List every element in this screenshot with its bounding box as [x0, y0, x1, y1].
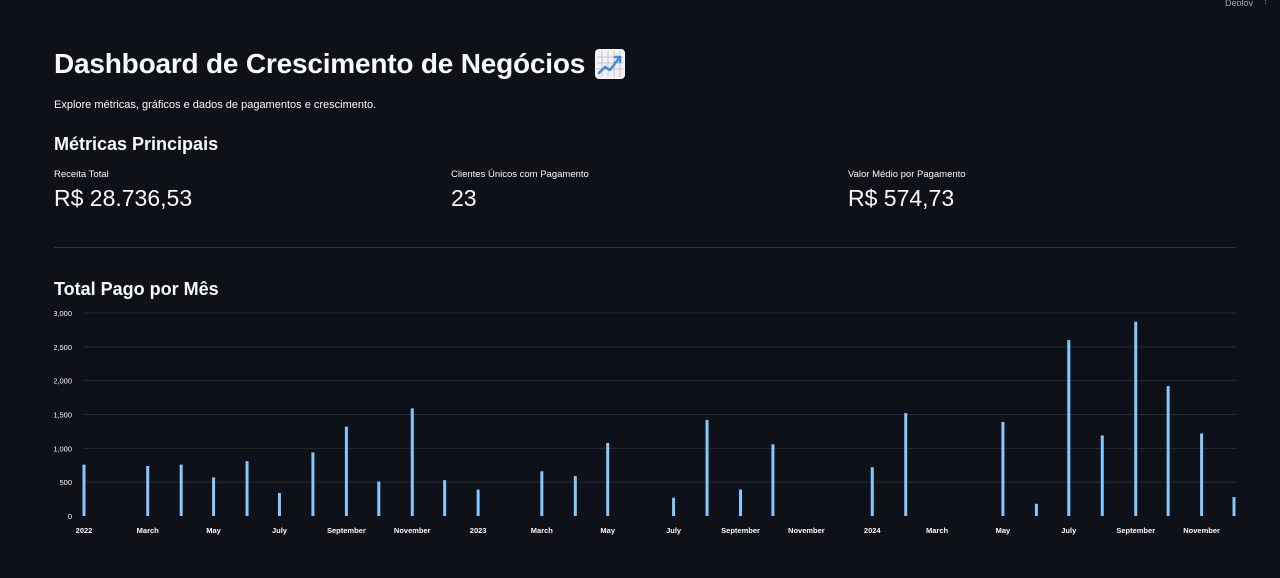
- y-tick-label: 3,000: [54, 309, 72, 318]
- gridlines: [84, 312, 1236, 483]
- bar[interactable]: [1200, 433, 1204, 516]
- bar[interactable]: [1134, 321, 1138, 516]
- metric-total-revenue: Receita Total R$ 28.736,53: [54, 169, 434, 212]
- bar[interactable]: [672, 497, 676, 516]
- bar[interactable]: [705, 419, 709, 516]
- section-divider: [54, 247, 1236, 248]
- bar[interactable]: [904, 413, 908, 516]
- x-tick-label: September: [327, 526, 366, 535]
- x-tick-label: July: [272, 526, 288, 535]
- main-menu-icon[interactable]: ⋮: [1261, 0, 1270, 6]
- bar[interactable]: [1100, 435, 1104, 516]
- x-tick-label: March: [137, 526, 160, 535]
- bar[interactable]: [344, 426, 348, 516]
- metric-value: R$ 574,73: [848, 185, 955, 211]
- y-tick-label: 2,000: [54, 377, 72, 386]
- bar[interactable]: [1001, 421, 1005, 516]
- y-axis-ticks: 0 500 1,000 1,500 2,000 2,500 3,000: [53, 309, 72, 521]
- y-tick-label: 500: [59, 478, 72, 487]
- x-tick-label: November: [1183, 526, 1220, 535]
- metric-label: Receita Total: [54, 169, 109, 180]
- bar[interactable]: [277, 492, 281, 516]
- bar[interactable]: [82, 464, 86, 516]
- page-title: Dashboard de Crescimento de Negócios: [54, 48, 626, 80]
- x-tick-label: July: [666, 526, 682, 535]
- x-axis-ticks: 2022 March May July September November 2023 Mar…: [76, 526, 1220, 535]
- deploy-button[interactable]: Deploy: [1224, 0, 1253, 6]
- bar[interactable]: [1067, 340, 1071, 516]
- bar[interactable]: [771, 444, 775, 516]
- bar[interactable]: [311, 452, 315, 516]
- x-tick-label: September: [1116, 526, 1155, 535]
- x-tick-label: September: [721, 526, 760, 535]
- page-title-text: Dashboard de Crescimento de Negócios: [54, 48, 586, 79]
- bar[interactable]: [212, 477, 216, 516]
- bar[interactable]: [410, 408, 414, 516]
- x-tick-label: November: [394, 526, 431, 535]
- bar[interactable]: [870, 467, 874, 516]
- bar[interactable]: [476, 489, 480, 516]
- x-tick-label: July: [1061, 526, 1077, 535]
- x-tick-label: March: [926, 526, 949, 535]
- bar[interactable]: [540, 471, 544, 516]
- toolbar: Deploy ⋮: [1225, 0, 1270, 6]
- x-tick-label: May: [996, 526, 1011, 535]
- bar[interactable]: [146, 465, 150, 516]
- x-tick-label: May: [206, 526, 221, 535]
- bar[interactable]: [179, 464, 183, 516]
- x-tick-label: 2022: [76, 526, 93, 535]
- chart-increasing-icon: [595, 49, 626, 79]
- metrics-header: Métricas Principais: [54, 134, 219, 154]
- x-tick-label: November: [788, 526, 825, 535]
- bar-chart[interactable]: 0 500 1,000 1,500 2,000 2,500 3,000 2022 March M…: [53, 305, 1244, 545]
- bar[interactable]: [573, 476, 577, 516]
- bar[interactable]: [739, 489, 743, 516]
- bar[interactable]: [1232, 497, 1236, 516]
- bar-chart-svg: 0 500 1,000 1,500 2,000 2,500 3,000 2022 March M…: [53, 309, 1236, 535]
- bar[interactable]: [377, 481, 381, 516]
- metric-label: Valor Médio por Pagamento: [848, 169, 966, 180]
- bar[interactable]: [1034, 503, 1038, 516]
- y-tick-label: 1,000: [54, 444, 72, 453]
- metric-label: Clientes Únicos com Pagamento: [451, 169, 589, 180]
- bar[interactable]: [245, 461, 249, 516]
- bar[interactable]: [1166, 386, 1170, 516]
- page-subtitle: Explore métricas, gráficos e dados de pa…: [54, 99, 377, 111]
- chart-header: Total Pago por Mês: [54, 279, 219, 299]
- bars: [82, 321, 1236, 516]
- metric-value: R$ 28.736,53: [54, 185, 193, 211]
- x-tick-label: March: [531, 526, 554, 535]
- metric-average-payment: Valor Médio por Pagamento R$ 574,73: [848, 169, 1228, 212]
- y-tick-label: 1,500: [54, 411, 72, 420]
- bar[interactable]: [606, 442, 610, 516]
- metric-value: 23: [451, 185, 477, 211]
- y-tick-label: 0: [68, 512, 72, 521]
- x-tick-label: 2024: [864, 526, 882, 535]
- bar[interactable]: [443, 480, 447, 516]
- x-tick-label: May: [600, 526, 615, 535]
- x-tick-label: 2023: [470, 526, 487, 535]
- metric-unique-clients: Clientes Únicos com Pagamento 23: [451, 169, 831, 212]
- y-tick-label: 2,500: [54, 343, 72, 352]
